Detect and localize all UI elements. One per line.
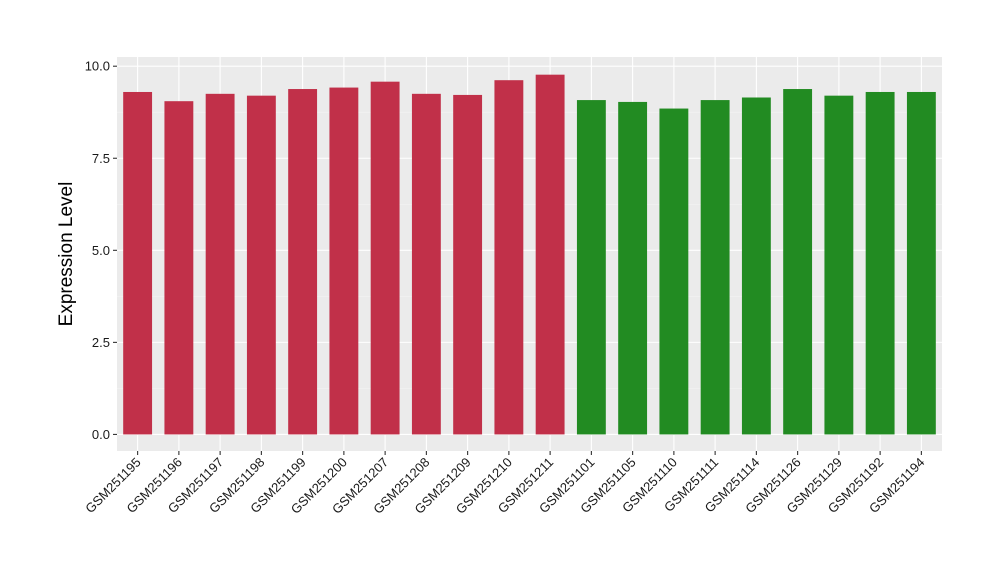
bar-GSM251207 xyxy=(370,81,400,435)
bar-GSM251200 xyxy=(329,87,359,435)
y-tick-label: 2.5 xyxy=(92,335,110,350)
bar-GSM251209 xyxy=(453,94,483,435)
y-tick-label: 5.0 xyxy=(92,243,110,258)
bar-GSM251105 xyxy=(618,101,648,435)
bar-GSM251114 xyxy=(741,97,771,435)
bar-GSM251110 xyxy=(659,108,689,435)
bar-GSM251210 xyxy=(494,80,524,435)
y-tick-label: 7.5 xyxy=(92,151,110,166)
y-tick-label: 0.0 xyxy=(92,427,110,442)
bars xyxy=(123,74,936,435)
bar-GSM251197 xyxy=(205,93,235,435)
bar-GSM251208 xyxy=(411,93,441,435)
y-axis: 0.0 2.5 5.0 7.5 10.0 xyxy=(85,59,117,442)
y-tick-label: 10.0 xyxy=(85,59,110,74)
bar-GSM251196 xyxy=(164,101,194,435)
x-axis: GSM251195GSM251196GSM251197GSM251198GSM2… xyxy=(82,451,927,517)
bar-GSM251192 xyxy=(865,91,895,435)
bar-GSM251198 xyxy=(246,95,276,435)
plot-panel xyxy=(117,57,942,451)
bar-GSM251199 xyxy=(288,89,318,435)
bar-GSM251211 xyxy=(535,74,565,435)
bar-GSM251195 xyxy=(123,91,153,435)
bar-GSM251111 xyxy=(700,100,730,435)
y-axis-title: Expression Level xyxy=(56,182,77,327)
bar-GSM251129 xyxy=(824,95,854,435)
bar-GSM251194 xyxy=(906,91,936,435)
bar-GSM251101 xyxy=(576,100,606,435)
bar-GSM251126 xyxy=(783,89,813,435)
